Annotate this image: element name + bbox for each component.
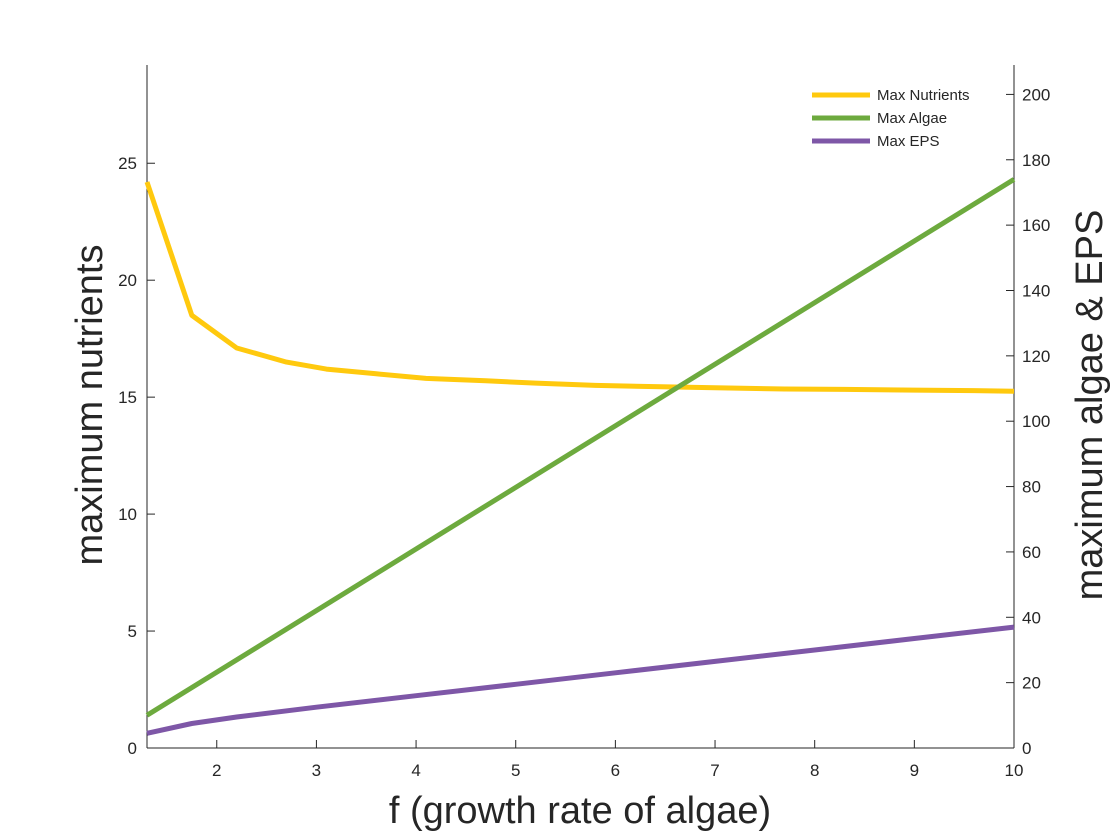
x-tick-label: 2 [212, 761, 221, 780]
x-tick-label: 3 [312, 761, 321, 780]
series-layer [144, 177, 1016, 736]
legend: Max Nutrients Max Algae Max EPS [812, 87, 970, 150]
y-right-tick-label: 180 [1022, 151, 1050, 170]
y-left-tick-label: 0 [128, 739, 137, 758]
y-axis-right-title: maximum algae & EPS [1069, 210, 1111, 601]
legend-label: Max Algae [877, 110, 947, 127]
axes: 2 3 4 5 6 7 8 9 10051015202502040608010012014016… [118, 65, 1050, 780]
x-tick-label: 8 [810, 761, 819, 780]
y-right-tick-label: 100 [1022, 412, 1050, 431]
x-tick-label: 4 [411, 761, 420, 780]
y-right-tick-label: 140 [1022, 281, 1050, 300]
x-axis-title: f (growth rate of algae) [389, 790, 771, 832]
y-left-tick-label: 25 [118, 154, 137, 173]
x-tick-label: 9 [910, 761, 919, 780]
y-left-tick-label: 20 [118, 271, 137, 290]
y-left-tick-label: 10 [118, 505, 137, 524]
y-right-tick-label: 160 [1022, 216, 1050, 235]
y-left-tick-label: 5 [128, 622, 137, 641]
y-left-tick-label: 15 [118, 388, 137, 407]
y-right-tick-label: 40 [1022, 608, 1041, 627]
x-tick-label: 5 [511, 761, 520, 780]
y-right-tick-label: 200 [1022, 85, 1050, 104]
y-right-tick-label: 20 [1022, 674, 1041, 693]
y-right-tick-label: 120 [1022, 347, 1050, 366]
legend-label: Max EPS [877, 133, 940, 150]
x-tick-label: 7 [710, 761, 719, 780]
series-line-max-nutrients [144, 181, 1015, 394]
series-line-max-eps [146, 624, 1015, 736]
y-axis-left-title: maximum nutrients [69, 245, 111, 566]
x-tick-label: 10 [1005, 761, 1024, 780]
y-right-tick-label: 80 [1022, 478, 1041, 497]
y-right-tick-label: 0 [1022, 739, 1031, 758]
series-line-max-algae [145, 177, 1016, 718]
legend-label: Max Nutrients [877, 87, 970, 104]
y-right-tick-label: 60 [1022, 543, 1041, 562]
x-tick-label: 6 [611, 761, 620, 780]
